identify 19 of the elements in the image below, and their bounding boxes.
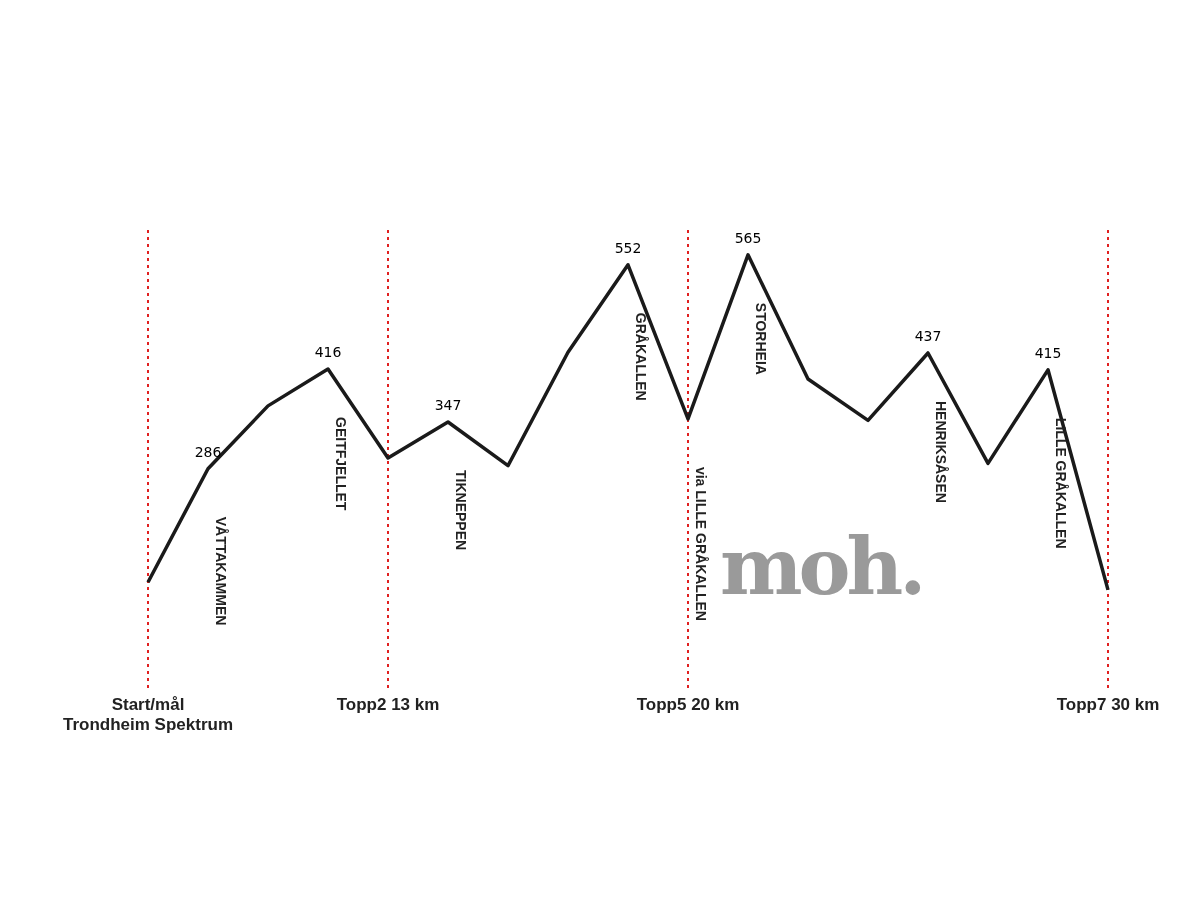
data-label: 552	[614, 239, 642, 256]
annotation: TIKNEPPEN	[453, 469, 469, 551]
annotation: VÅTTAKAMMEN	[213, 516, 229, 626]
data-label: 347	[434, 396, 462, 413]
data-label: 565	[734, 229, 762, 246]
data-label: 437	[914, 327, 942, 344]
x-tick-label: Topp7 30 km	[1056, 695, 1160, 714]
data-label: 415	[1034, 344, 1062, 361]
x-tick-label: Start/mål Trondheim Spektrum	[62, 695, 234, 734]
x-tick-label: Topp2 13 km	[336, 695, 440, 714]
annotation: GRÅKALLEN	[633, 312, 649, 401]
data-label: 416	[314, 344, 342, 361]
y-axis-title: moh.	[720, 521, 923, 612]
data-label: 286	[194, 443, 222, 460]
x-tick-label: Topp5 20 km	[636, 695, 740, 714]
annotation: HENRIKSÅSEN	[933, 400, 949, 503]
annotation: GEITFJELLET	[333, 417, 349, 511]
annotation: via LILLE GRÅKALLEN	[693, 466, 709, 621]
annotation: STORHEIA	[753, 302, 769, 375]
